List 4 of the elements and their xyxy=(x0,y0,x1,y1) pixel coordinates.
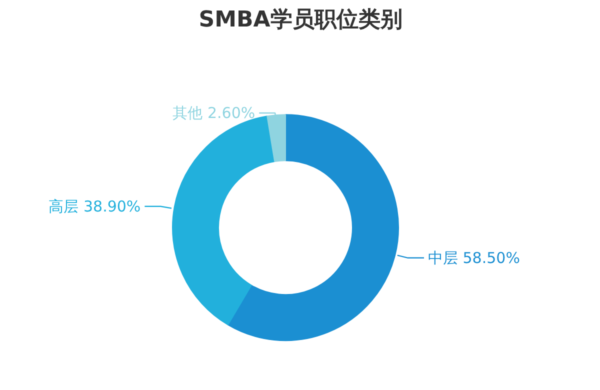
chart-title: SMBA学员职位类别 xyxy=(198,8,402,32)
slice-label: 其他 2.60% xyxy=(172,104,256,122)
slice-label: 中层 58.50% xyxy=(428,248,520,267)
slice-label: 高层 38.90% xyxy=(48,197,141,216)
